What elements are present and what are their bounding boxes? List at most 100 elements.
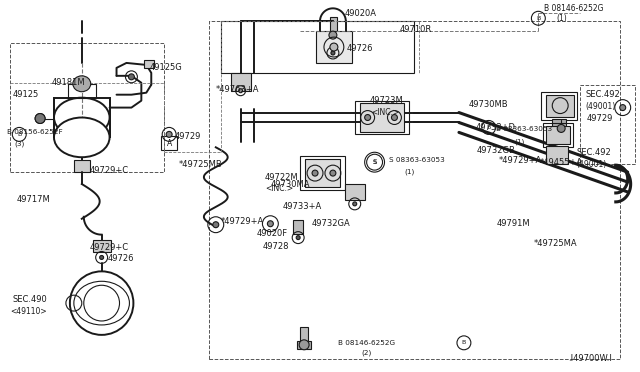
Text: *49763+A: *49763+A <box>216 85 259 94</box>
Circle shape <box>239 89 243 93</box>
Bar <box>330 17 337 35</box>
Text: SEC.492: SEC.492 <box>585 90 620 99</box>
Bar <box>300 327 308 343</box>
Bar <box>316 31 352 63</box>
Text: 49723M: 49723M <box>370 96 403 105</box>
Text: (3): (3) <box>14 140 24 147</box>
Bar <box>547 95 574 116</box>
Text: B: B <box>486 125 491 130</box>
Text: (2): (2) <box>362 350 372 356</box>
Circle shape <box>213 222 219 228</box>
Text: 49722M: 49722M <box>264 173 298 182</box>
Text: S: S <box>372 159 377 165</box>
Text: *49729+A: *49729+A <box>499 156 542 165</box>
Bar <box>297 341 311 349</box>
Text: <INC.>: <INC.> <box>372 108 400 117</box>
Text: 49729+C: 49729+C <box>90 166 129 174</box>
Text: (1): (1) <box>515 138 525 145</box>
Bar <box>345 184 365 200</box>
Bar <box>293 220 303 234</box>
Bar <box>54 98 109 137</box>
Circle shape <box>100 256 104 259</box>
Circle shape <box>329 31 337 39</box>
Text: S 08363-63053: S 08363-63053 <box>390 157 445 163</box>
Text: 49732GB: 49732GB <box>477 146 516 155</box>
Circle shape <box>330 170 336 176</box>
Text: S: S <box>372 160 376 165</box>
Text: 49726: 49726 <box>108 254 134 263</box>
Circle shape <box>330 43 338 51</box>
Bar <box>74 160 90 172</box>
Text: 49729+C: 49729+C <box>90 243 129 252</box>
Text: 49181M: 49181M <box>52 78 86 87</box>
Text: 49730MB: 49730MB <box>469 100 509 109</box>
Circle shape <box>365 115 371 121</box>
Text: 49729: 49729 <box>175 132 202 141</box>
Circle shape <box>296 235 300 240</box>
Bar <box>209 21 620 359</box>
Text: SEC.492: SEC.492 <box>576 148 611 157</box>
Text: 49020F: 49020F <box>257 229 287 238</box>
Text: .I49700W.I: .I49700W.I <box>568 354 612 363</box>
Text: (49001): (49001) <box>576 160 606 169</box>
Text: *49725MA: *49725MA <box>533 239 577 248</box>
Bar <box>230 73 250 91</box>
Circle shape <box>312 170 318 176</box>
Text: 49732GA: 49732GA <box>312 219 351 228</box>
Circle shape <box>620 105 626 110</box>
Circle shape <box>35 113 45 124</box>
Text: A: A <box>166 139 172 148</box>
Text: B: B <box>17 132 21 137</box>
Bar <box>547 126 570 144</box>
Text: *49725MB: *49725MB <box>179 160 223 169</box>
Text: 49733+D: 49733+D <box>476 123 516 132</box>
Bar <box>68 84 96 98</box>
Bar <box>300 156 345 190</box>
Text: B 08146-6252G: B 08146-6252G <box>338 340 395 346</box>
Text: 49733+A: 49733+A <box>282 202 321 211</box>
Text: B: B <box>536 16 541 21</box>
Bar <box>541 92 577 119</box>
Text: (1): (1) <box>556 14 567 23</box>
Text: 49710R: 49710R <box>399 25 431 34</box>
Text: 49726: 49726 <box>347 44 373 52</box>
Bar <box>552 119 566 128</box>
Ellipse shape <box>73 76 91 92</box>
Text: (1): (1) <box>404 169 415 175</box>
Circle shape <box>353 202 356 206</box>
Text: 49791M: 49791M <box>497 219 531 228</box>
Text: B 08146-6252G: B 08146-6252G <box>544 4 604 13</box>
Bar <box>161 137 177 150</box>
Bar <box>10 43 164 172</box>
Text: 49125: 49125 <box>12 90 38 99</box>
Text: B 08363-63053: B 08363-63053 <box>495 126 552 132</box>
Circle shape <box>331 51 335 55</box>
Text: *49455+A: *49455+A <box>540 158 582 167</box>
Text: 49717M: 49717M <box>16 195 50 204</box>
Bar <box>547 146 568 164</box>
Text: 49728: 49728 <box>262 242 289 251</box>
Bar <box>580 85 635 164</box>
Bar <box>355 101 410 134</box>
Text: 49020A: 49020A <box>345 9 377 18</box>
Bar <box>543 124 573 147</box>
Text: <49110>: <49110> <box>10 307 47 315</box>
Circle shape <box>35 113 45 124</box>
Circle shape <box>166 131 172 137</box>
Bar <box>93 240 111 251</box>
Text: 49730MA: 49730MA <box>270 180 310 189</box>
Text: *49729+A: *49729+A <box>221 217 264 226</box>
Circle shape <box>392 115 397 121</box>
Ellipse shape <box>54 118 109 157</box>
Bar <box>145 60 154 68</box>
Text: B: B <box>462 340 466 345</box>
Circle shape <box>268 221 273 227</box>
Bar <box>360 103 404 132</box>
Text: 49729: 49729 <box>587 114 613 123</box>
Bar <box>221 21 414 73</box>
Text: SEC.490: SEC.490 <box>12 295 47 304</box>
Circle shape <box>299 340 309 350</box>
Circle shape <box>129 74 134 80</box>
Bar <box>305 159 340 187</box>
Text: (49001): (49001) <box>585 102 615 111</box>
